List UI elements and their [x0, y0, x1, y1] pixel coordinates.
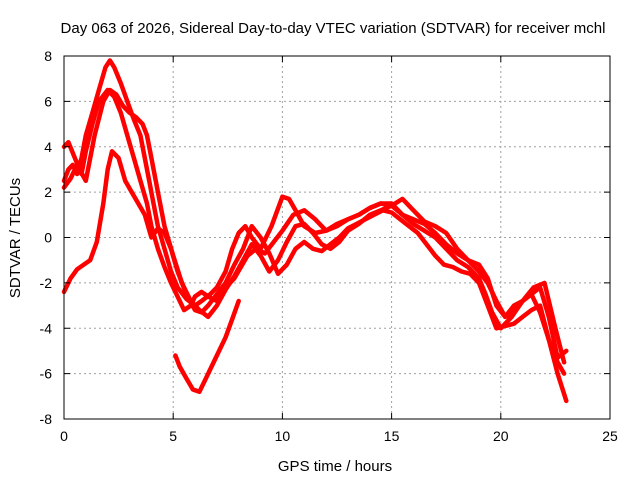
x-tick-label: 0 [60, 428, 68, 444]
y-tick-label: 0 [44, 230, 52, 246]
y-tick-label: 6 [44, 93, 52, 109]
series-layer [61, 58, 569, 404]
x-axis-label: GPS time / hours [278, 458, 392, 475]
x-tick-label: 10 [275, 428, 291, 444]
series-line-day-5 [173, 298, 241, 395]
x-tick-label: 5 [169, 428, 177, 444]
x-tick-label: 25 [602, 428, 618, 444]
series-line-day-2 [61, 87, 567, 376]
y-tick-label: -8 [40, 411, 53, 427]
y-tick-label: 8 [44, 48, 52, 64]
x-tick-label: 20 [493, 428, 509, 444]
y-tick-label: 4 [44, 139, 52, 155]
y-tick-label: 2 [44, 184, 52, 200]
y-tick-label: -6 [40, 366, 53, 382]
series-line-day-1 [61, 58, 567, 365]
chart-title: Day 063 of 2026, Sidereal Day-to-day VTE… [61, 20, 606, 37]
grid-layer [64, 56, 610, 419]
y-axis-label: SDTVAR / TECUs [7, 178, 24, 298]
tick-layer: 0 5 10 15 20 25 -8 -6 -4 -2 0 2 4 6 8 [40, 48, 618, 444]
series-line-day-3 [61, 87, 569, 360]
x-tick-label: 15 [384, 428, 400, 444]
y-tick-label: -2 [40, 275, 53, 291]
y-tick-label: -4 [40, 320, 53, 336]
series-line-day-4 [61, 149, 569, 404]
